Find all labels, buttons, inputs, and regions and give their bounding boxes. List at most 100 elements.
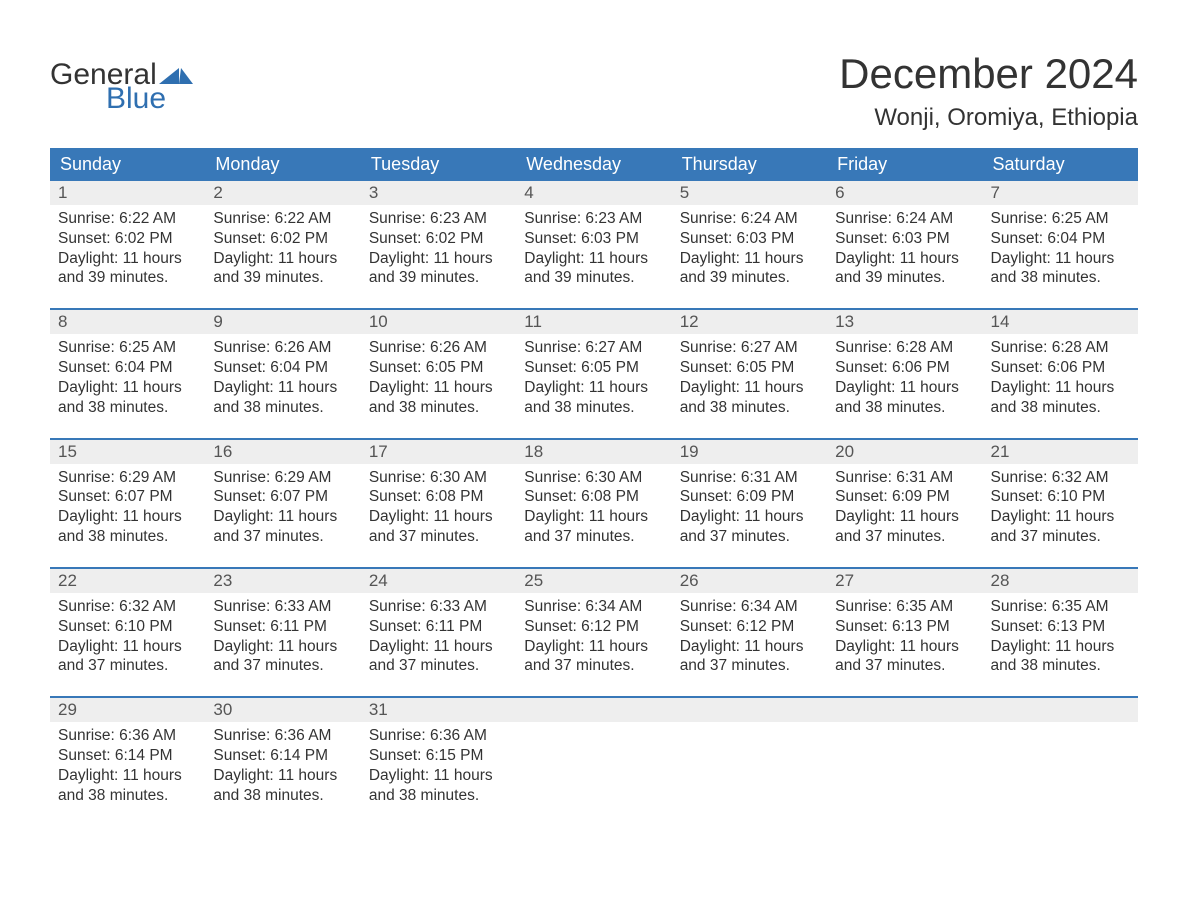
top-row: General Blue December 2024 Wonji, Oromiy… bbox=[50, 50, 1138, 132]
sunrise-line: Sunrise: 6:29 AM bbox=[213, 469, 331, 486]
day-number: 27 bbox=[827, 569, 982, 593]
day-cell: Sunrise: 6:25 AM Sunset: 6:04 PM Daylight:… bbox=[983, 205, 1138, 308]
daylight-line: Daylight: 11 hours and 37 minutes. bbox=[991, 508, 1115, 545]
daylight-line: Daylight: 11 hours and 39 minutes. bbox=[58, 250, 182, 287]
daylight-line: Daylight: 11 hours and 38 minutes. bbox=[835, 379, 959, 416]
daylight-line: Daylight: 11 hours and 39 minutes. bbox=[369, 250, 493, 287]
day-number: 8 bbox=[50, 310, 205, 334]
sunrise-line: Sunrise: 6:36 AM bbox=[213, 727, 331, 744]
sunrise-line: Sunrise: 6:31 AM bbox=[680, 469, 798, 486]
calendar-grid: SundayMondayTuesdayWednesdayThursdayFrid… bbox=[50, 148, 1138, 826]
day-number: 14 bbox=[983, 310, 1138, 334]
day-number: 26 bbox=[672, 569, 827, 593]
day-number bbox=[516, 698, 671, 722]
sunset-line: Sunset: 6:10 PM bbox=[991, 488, 1106, 505]
sunset-line: Sunset: 6:03 PM bbox=[835, 230, 950, 247]
day-cell: Sunrise: 6:35 AM Sunset: 6:13 PM Daylight:… bbox=[827, 593, 982, 696]
sunset-line: Sunset: 6:08 PM bbox=[524, 488, 639, 505]
daylight-line: Daylight: 11 hours and 38 minutes. bbox=[213, 767, 337, 804]
day-number: 28 bbox=[983, 569, 1138, 593]
daylight-line: Daylight: 11 hours and 39 minutes. bbox=[835, 250, 959, 287]
sunset-line: Sunset: 6:06 PM bbox=[835, 359, 950, 376]
day-body-row: Sunrise: 6:25 AMSunset: 6:04 PMDaylight:… bbox=[50, 334, 1138, 437]
daylight-line: Daylight: 11 hours and 38 minutes. bbox=[680, 379, 804, 416]
daylight-line: Daylight: 11 hours and 38 minutes. bbox=[369, 767, 493, 804]
weekday-header: Friday bbox=[827, 148, 982, 181]
daylight-line: Daylight: 11 hours and 37 minutes. bbox=[835, 638, 959, 675]
sunrise-line: Sunrise: 6:27 AM bbox=[524, 339, 642, 356]
sunrise-line: Sunrise: 6:25 AM bbox=[991, 210, 1109, 227]
day-cell: Sunrise: 6:28 AM Sunset: 6:06 PM Daylight:… bbox=[827, 334, 982, 437]
day-number: 15 bbox=[50, 440, 205, 464]
daylight-line: Daylight: 11 hours and 38 minutes. bbox=[524, 379, 648, 416]
day-number: 4 bbox=[516, 181, 671, 205]
sunset-line: Sunset: 6:05 PM bbox=[369, 359, 484, 376]
sunrise-calendar-page: General Blue December 2024 Wonji, Oromiy… bbox=[0, 0, 1188, 866]
day-cell bbox=[983, 722, 1138, 825]
weekday-header: Tuesday bbox=[361, 148, 516, 181]
day-number: 10 bbox=[361, 310, 516, 334]
sunset-line: Sunset: 6:11 PM bbox=[369, 618, 482, 635]
sunset-line: Sunset: 6:07 PM bbox=[213, 488, 328, 505]
day-number: 3 bbox=[361, 181, 516, 205]
sunrise-line: Sunrise: 6:22 AM bbox=[58, 210, 176, 227]
sunrise-line: Sunrise: 6:36 AM bbox=[58, 727, 176, 744]
month-title: December 2024 bbox=[839, 50, 1138, 98]
day-cell: Sunrise: 6:24 AMSunset: 6:03 PMDaylight:… bbox=[672, 205, 827, 308]
day-number: 22 bbox=[50, 569, 205, 593]
daylight-line: Daylight: 11 hours and 37 minutes. bbox=[680, 508, 804, 545]
sunrise-line: Sunrise: 6:22 AM bbox=[213, 210, 331, 227]
weekday-header: Thursday bbox=[672, 148, 827, 181]
sunset-line: Sunset: 6:05 PM bbox=[524, 359, 639, 376]
sunset-line: Sunset: 6:04 PM bbox=[991, 230, 1106, 247]
day-number: 5 bbox=[672, 181, 827, 205]
day-number: 25 bbox=[516, 569, 671, 593]
day-number: 2 bbox=[205, 181, 360, 205]
daylight-line: Daylight: 11 hours and 38 minutes. bbox=[991, 250, 1115, 287]
sunrise-line: Sunrise: 6:31 AM bbox=[835, 469, 953, 486]
sunrise-line: Sunrise: 6:35 AM bbox=[835, 598, 953, 615]
daylight-line: Daylight: 11 hours and 37 minutes. bbox=[58, 638, 182, 675]
day-cell: Sunrise: 6:34 AMSunset: 6:12 PMDaylight:… bbox=[516, 593, 671, 696]
day-cell: Sunrise: 6:29 AMSunset: 6:07 PMDaylight:… bbox=[50, 464, 205, 567]
daylight-line: Daylight: 11 hours and 39 minutes. bbox=[524, 250, 648, 287]
sunrise-line: Sunrise: 6:24 AM bbox=[835, 210, 953, 227]
day-number: 21 bbox=[983, 440, 1138, 464]
sunset-line: Sunset: 6:09 PM bbox=[835, 488, 950, 505]
day-number: 7 bbox=[983, 181, 1138, 205]
sunset-line: Sunset: 6:07 PM bbox=[58, 488, 173, 505]
sunrise-line: Sunrise: 6:36 AM bbox=[369, 727, 487, 744]
sunset-line: Sunset: 6:02 PM bbox=[58, 230, 173, 247]
sunrise-line: Sunrise: 6:28 AM bbox=[835, 339, 953, 356]
weekday-header: Sunday bbox=[50, 148, 205, 181]
sunset-line: Sunset: 6:08 PM bbox=[369, 488, 484, 505]
sunrise-line: Sunrise: 6:29 AM bbox=[58, 469, 176, 486]
day-number: 19 bbox=[672, 440, 827, 464]
weeks-container: 1234567Sunrise: 6:22 AMSunset: 6:02 PMDa… bbox=[50, 181, 1138, 826]
day-cell: Sunrise: 6:35 AMSunset: 6:13 PMDaylight:… bbox=[983, 593, 1138, 696]
day-number bbox=[672, 698, 827, 722]
weekday-header-row: SundayMondayTuesdayWednesdayThursdayFrid… bbox=[50, 148, 1138, 181]
daylight-line: Daylight: 11 hours and 37 minutes. bbox=[524, 638, 648, 675]
day-cell: Sunrise: 6:31 AM Sunset: 6:09 PM Daylight:… bbox=[827, 464, 982, 567]
day-number: 13 bbox=[827, 310, 982, 334]
sunset-line: Sunset: 6:03 PM bbox=[680, 230, 795, 247]
sunset-line: Sunset: 6:11 PM bbox=[213, 618, 326, 635]
daylight-line: Daylight: 11 hours and 38 minutes. bbox=[369, 379, 493, 416]
daylight-line: Daylight: 11 hours and 38 minutes. bbox=[213, 379, 337, 416]
day-cell: Sunrise: 6:27 AMSunset: 6:05 PMDaylight:… bbox=[672, 334, 827, 437]
day-number: 11 bbox=[516, 310, 671, 334]
daylight-line: Daylight: 11 hours and 37 minutes. bbox=[369, 638, 493, 675]
sunset-line: Sunset: 6:13 PM bbox=[835, 618, 950, 635]
sunset-line: Sunset: 6:14 PM bbox=[213, 747, 328, 764]
day-number: 31 bbox=[361, 698, 516, 722]
sunset-line: Sunset: 6:02 PM bbox=[213, 230, 328, 247]
sunrise-line: Sunrise: 6:25 AM bbox=[58, 339, 176, 356]
day-cell: Sunrise: 6:32 AMSunset: 6:10 PMDaylight:… bbox=[983, 464, 1138, 567]
daylight-line: Daylight: 11 hours and 37 minutes. bbox=[835, 508, 959, 545]
sunset-line: Sunset: 6:12 PM bbox=[680, 618, 795, 635]
day-number: 29 bbox=[50, 698, 205, 722]
location-subtitle: Wonji, Oromiya, Ethiopia bbox=[839, 104, 1138, 132]
sunrise-line: Sunrise: 6:24 AM bbox=[680, 210, 798, 227]
sunset-line: Sunset: 6:06 PM bbox=[991, 359, 1106, 376]
